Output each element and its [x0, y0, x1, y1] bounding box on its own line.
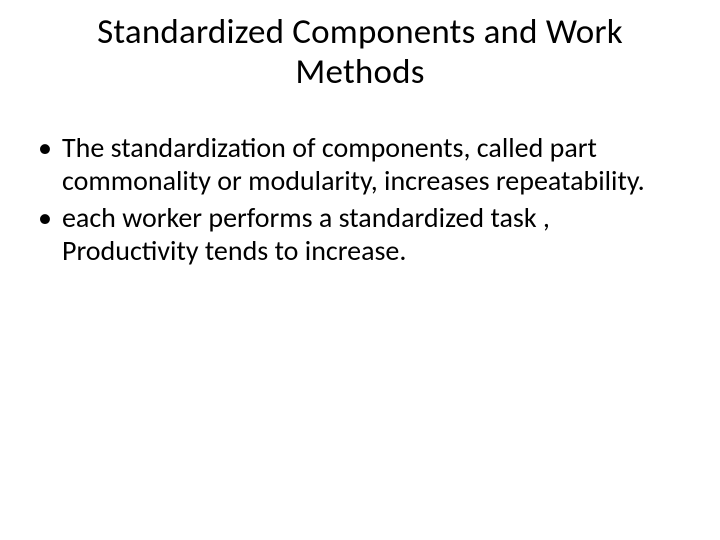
- title-line-2: Methods: [295, 51, 424, 93]
- slide-title: Standardized Components and Work Methods: [30, 12, 690, 93]
- list-item: each worker performs a standardized task…: [30, 201, 690, 267]
- list-item: The standardization of components, calle…: [30, 131, 690, 197]
- title-line-1: Standardized Components and Work: [97, 11, 623, 53]
- bullet-list: The standardization of components, calle…: [30, 131, 690, 267]
- slide: Standardized Components and Work Methods…: [0, 0, 720, 540]
